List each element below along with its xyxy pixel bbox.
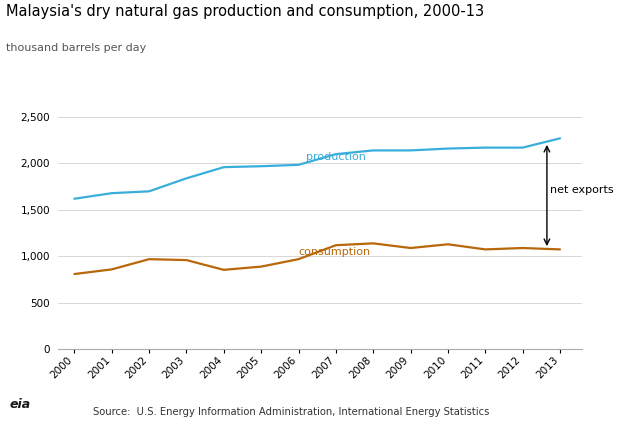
Text: net exports: net exports [550,185,614,195]
Text: production: production [306,152,366,161]
Text: eia: eia [10,398,31,411]
Text: thousand barrels per day: thousand barrels per day [6,43,147,52]
Text: Malaysia's dry natural gas production and consumption, 2000-13: Malaysia's dry natural gas production an… [6,4,484,19]
Text: Source:  U.S. Energy Information Administration, International Energy Statistics: Source: U.S. Energy Information Administ… [93,408,489,417]
Text: consumption: consumption [298,248,371,257]
